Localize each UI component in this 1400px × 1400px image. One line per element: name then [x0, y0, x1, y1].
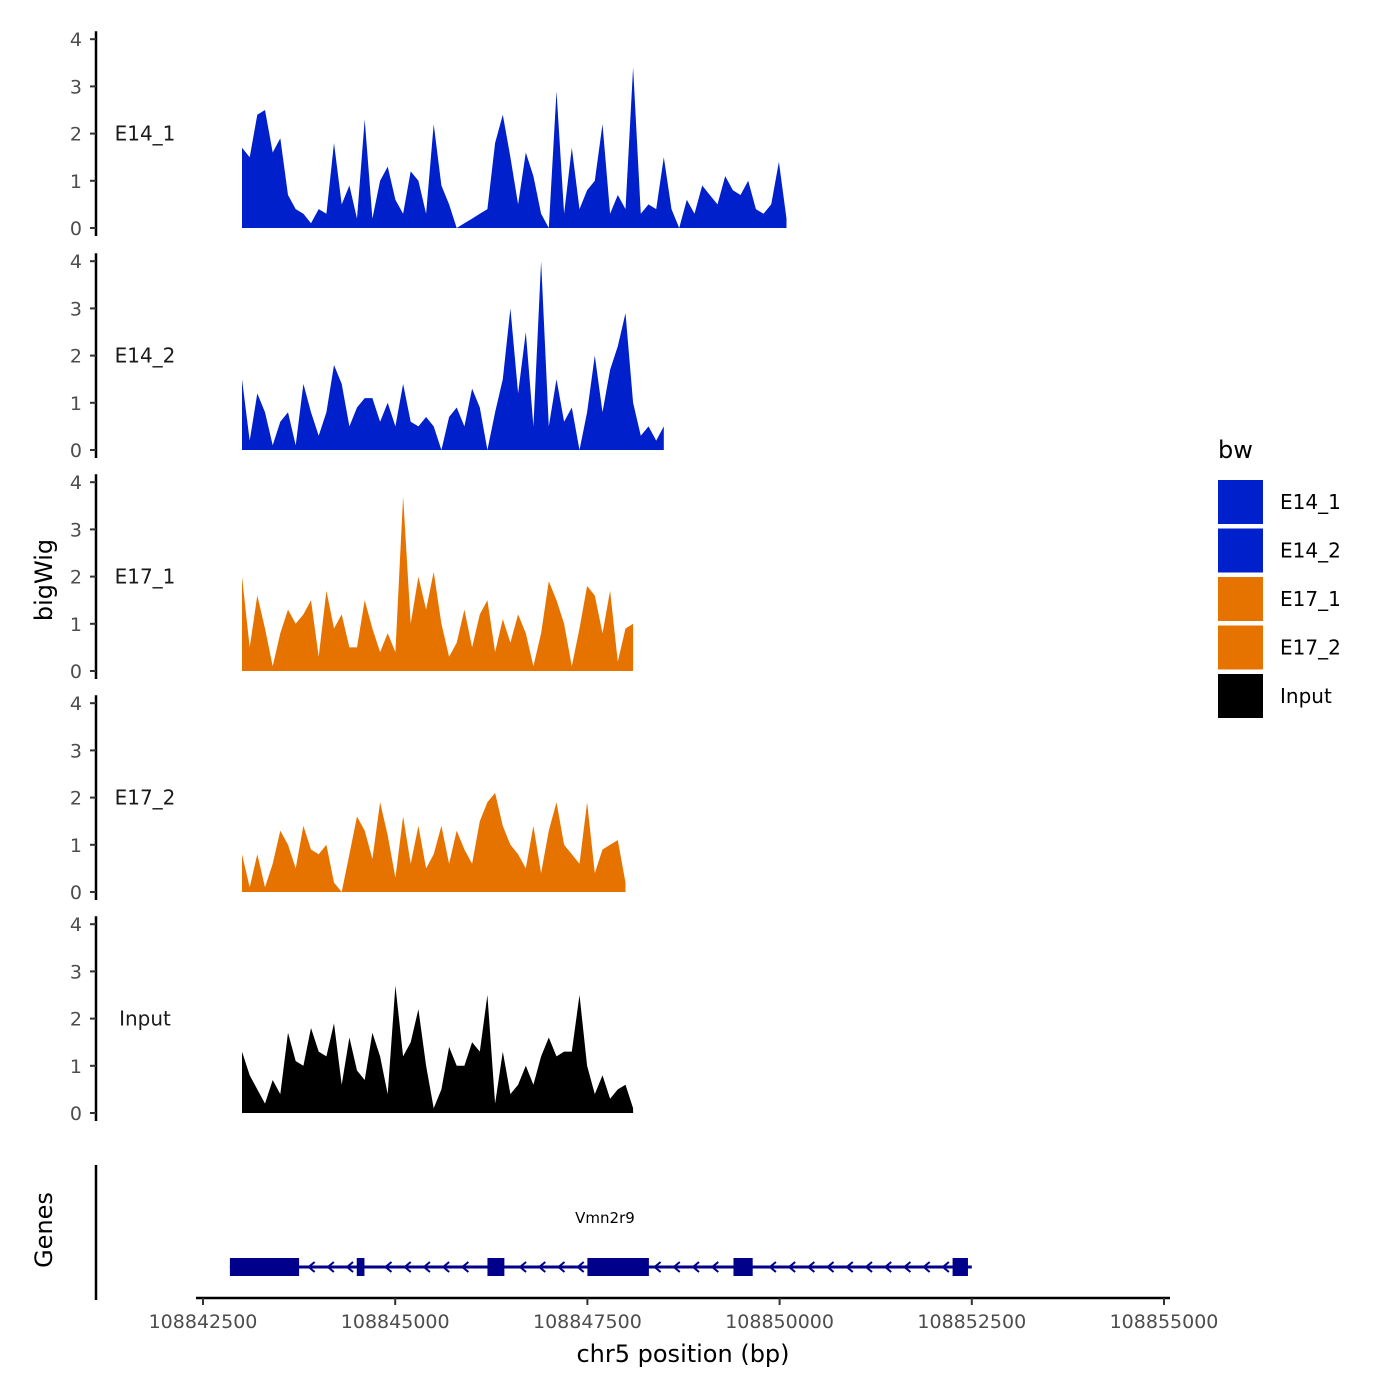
x-tick-label: 108850000 — [725, 1311, 834, 1333]
y-tick-label: 4 — [70, 472, 82, 494]
legend-label: E14_2 — [1280, 539, 1341, 563]
x-tick-label: 108847500 — [533, 1311, 642, 1333]
strand-arrow — [941, 1261, 950, 1273]
strand-arrow — [787, 1261, 796, 1273]
y-tick-label: 3 — [70, 961, 82, 983]
strand-arrow — [902, 1261, 912, 1273]
gene-exon — [733, 1258, 753, 1276]
strand-arrow — [826, 1261, 835, 1273]
track-e14-1: 0 1 2 3 4 E14_1 — [70, 29, 787, 240]
gene-exon — [952, 1258, 968, 1276]
strand-arrow — [845, 1261, 854, 1273]
gene-exon — [587, 1258, 649, 1276]
track-e14-2: 0 1 2 3 4 E14_2 — [70, 251, 664, 462]
strand-arrow — [922, 1261, 931, 1273]
y-axis-title: bigWig — [30, 539, 58, 621]
strand-arrow — [345, 1261, 354, 1273]
area-e14-1 — [242, 67, 787, 228]
strand-arrow — [460, 1261, 470, 1273]
gene-exon — [487, 1258, 505, 1276]
gene-exon — [229, 1258, 300, 1276]
legend-swatch — [1218, 577, 1263, 621]
y-tick-label: 4 — [70, 914, 82, 936]
legend-label: E17_1 — [1280, 587, 1341, 611]
x-tick-label: 108855000 — [1110, 1311, 1219, 1333]
y-tick-label: 1 — [70, 614, 82, 636]
y-tick-label: 0 — [70, 882, 82, 904]
x-tick-label: 108842500 — [149, 1311, 258, 1333]
y-tick-label: 1 — [70, 1056, 82, 1078]
y-tick-label: 0 — [70, 1103, 82, 1125]
strand-arrow — [383, 1261, 393, 1273]
strand-arrow — [653, 1261, 662, 1273]
y-tick-label: 2 — [70, 788, 82, 810]
track-label: Input — [119, 1007, 171, 1031]
strand-arrow — [883, 1261, 892, 1273]
y-tick-label: 3 — [70, 519, 82, 541]
strand-arrow — [326, 1261, 335, 1273]
strand-arrow — [864, 1261, 873, 1273]
strand-arrow — [537, 1261, 546, 1273]
gene-name-label: Vmn2r9 — [575, 1209, 635, 1227]
x-axis-title: chr5 position (bp) — [576, 1340, 789, 1368]
y-tick-label: 1 — [70, 393, 82, 415]
y-tick-label: 0 — [70, 218, 82, 240]
y-tick-label: 1 — [70, 835, 82, 857]
area-e17-2 — [242, 792, 626, 892]
tracks-layer: 0 1 2 3 4 E14_1 0 1 2 3 4 E14_2 0 1 2 3 4 E17_1 0 1 2 3 4 E17_2… — [70, 29, 787, 1125]
track-e17-1: 0 1 2 3 4 E17_1 — [70, 472, 634, 683]
strand-arrow — [556, 1261, 566, 1273]
strand-arrow — [576, 1261, 585, 1273]
legend-title: bw — [1218, 436, 1253, 464]
gene-exon — [356, 1258, 365, 1276]
y-tick-label: 4 — [70, 693, 82, 715]
y-tick-label: 4 — [70, 251, 82, 273]
x-tick-label: 108845000 — [341, 1311, 450, 1333]
y-tick-label: 1 — [70, 171, 82, 193]
strand-arrow — [691, 1261, 700, 1273]
y-tick-label: 2 — [70, 124, 82, 146]
strand-arrow — [403, 1261, 412, 1273]
area-e17-1 — [242, 496, 634, 671]
track-label: E14_2 — [115, 344, 176, 368]
gene-model — [229, 1258, 972, 1276]
genes-track-label: Genes — [30, 1192, 58, 1268]
track-label: E17_1 — [115, 565, 176, 589]
y-tick-label: 0 — [70, 661, 82, 683]
strand-arrow — [768, 1261, 777, 1273]
y-tick-label: 2 — [70, 346, 82, 368]
strand-arrow — [307, 1261, 316, 1273]
track-label: E17_2 — [115, 786, 176, 810]
legend-label: E14_1 — [1280, 490, 1341, 514]
genes-panel: Genes Vmn2r9 — [30, 1165, 972, 1300]
y-tick-label: 0 — [70, 440, 82, 462]
legend-label: E17_2 — [1280, 636, 1341, 660]
legend: bw E14_1 E14_2 E17_1 E17_2 Input — [1218, 436, 1341, 718]
legend-swatch — [1218, 625, 1263, 670]
y-tick-label: 3 — [70, 76, 82, 98]
track-label: E14_1 — [115, 122, 176, 146]
y-tick-label: 4 — [70, 29, 82, 51]
strand-arrow — [806, 1261, 815, 1273]
x-tick-label: 108852500 — [917, 1311, 1026, 1333]
y-tick-label: 3 — [70, 740, 82, 762]
strand-arrow — [441, 1261, 450, 1273]
track-e17-2: 0 1 2 3 4 E17_2 — [70, 693, 626, 904]
track-input: 0 1 2 3 4 Input — [70, 914, 634, 1125]
y-tick-label: 2 — [70, 1009, 82, 1031]
strand-arrow — [710, 1261, 719, 1273]
strand-arrow — [422, 1261, 431, 1273]
legend-swatch — [1218, 480, 1263, 524]
area-e14-2 — [242, 261, 664, 450]
x-axis: 108842500 108845000 108847500 108850000 1088… — [149, 1296, 1219, 1333]
y-tick-label: 3 — [70, 298, 82, 320]
y-tick-label: 2 — [70, 567, 82, 589]
strand-arrow — [672, 1261, 681, 1273]
legend-label: Input — [1280, 684, 1332, 708]
legend-swatch — [1218, 674, 1263, 718]
area-input — [242, 985, 634, 1113]
strand-arrow — [518, 1261, 527, 1273]
legend-swatch — [1218, 528, 1263, 573]
